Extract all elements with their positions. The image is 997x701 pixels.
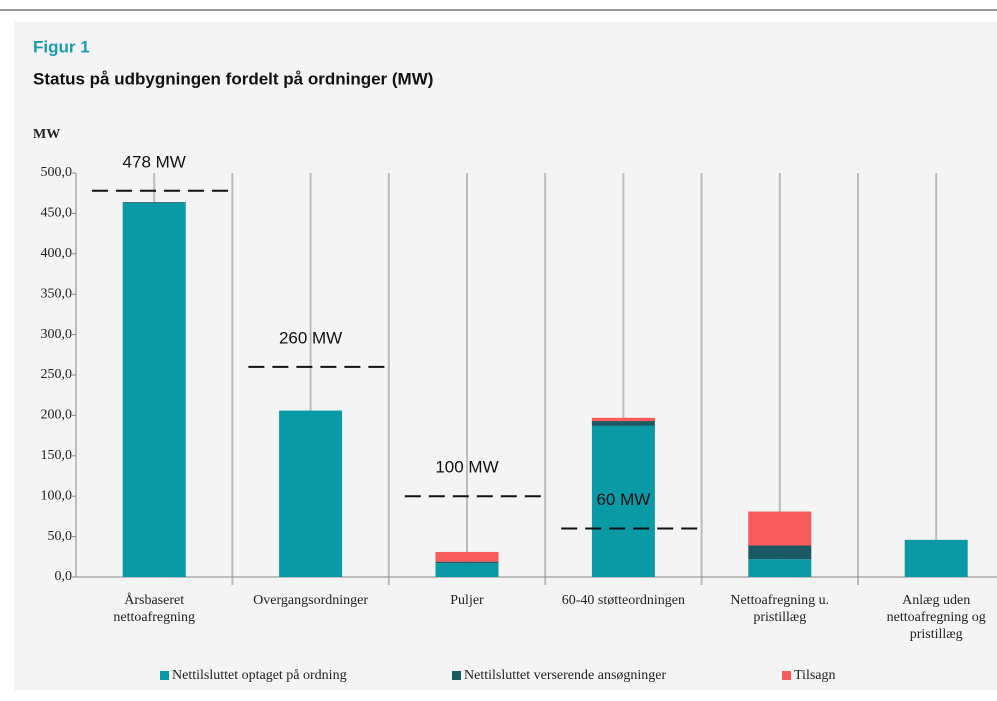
bar-segment [591, 425, 655, 577]
bar-segment [122, 202, 186, 203]
bar-segment [279, 410, 343, 577]
y-tick-label: 500,0 [41, 165, 73, 180]
target-label: 100 MW [435, 458, 498, 477]
chart-title: Status på udbygningen fordelt på ordning… [33, 69, 433, 88]
y-tick-label: 300,0 [41, 327, 73, 342]
legend-label: Tilsagn [794, 668, 836, 683]
bar-segment [904, 539, 968, 577]
bar-segment [435, 563, 499, 577]
legend-label: Nettilsluttet optaget på ordning [172, 668, 347, 683]
legend-swatch [452, 671, 461, 680]
bar-segment [435, 561, 499, 564]
y-tick-label: 50,0 [48, 529, 73, 544]
bar-segment [748, 511, 812, 546]
x-tick-label: Nettoafregning u. pristillæg [730, 593, 829, 625]
y-tick-label: 200,0 [41, 408, 73, 423]
x-tick-label: Overgangsordninger [253, 593, 368, 608]
x-tick-label: Puljer [450, 593, 484, 608]
y-tick-label: 450,0 [41, 206, 73, 221]
y-tick-label: 400,0 [41, 246, 73, 261]
x-tick-label: Årsbaseret nettoafregning [113, 592, 195, 625]
y-tick-label: 100,0 [41, 488, 73, 503]
x-tick-label: 60-40 støtteordningen [562, 593, 685, 608]
target-label: 260 MW [279, 328, 342, 347]
bar-segment [748, 545, 812, 560]
y-tick-label: 250,0 [41, 367, 73, 382]
bar-segment [122, 202, 186, 577]
bar-segment [591, 421, 655, 426]
legend-swatch [160, 671, 169, 680]
legend-label: Nettilsluttet verserende ansøgninger [464, 668, 666, 683]
target-label: 60 MW [596, 490, 650, 509]
x-tick-label: Anlæg uden nettoafregning og pristillæg [887, 593, 986, 642]
bar-segment [591, 417, 655, 422]
figure-label: Figur 1 [33, 37, 90, 56]
legend-swatch [782, 671, 791, 680]
bar-segment [748, 559, 812, 577]
y-tick-label: 350,0 [41, 286, 73, 301]
y-tick-label: 0,0 [55, 569, 73, 584]
y-tick-label: 150,0 [41, 448, 73, 463]
bar-segment [435, 551, 499, 562]
target-label: 478 MW [123, 152, 186, 171]
y-axis-label: MW [33, 127, 60, 142]
